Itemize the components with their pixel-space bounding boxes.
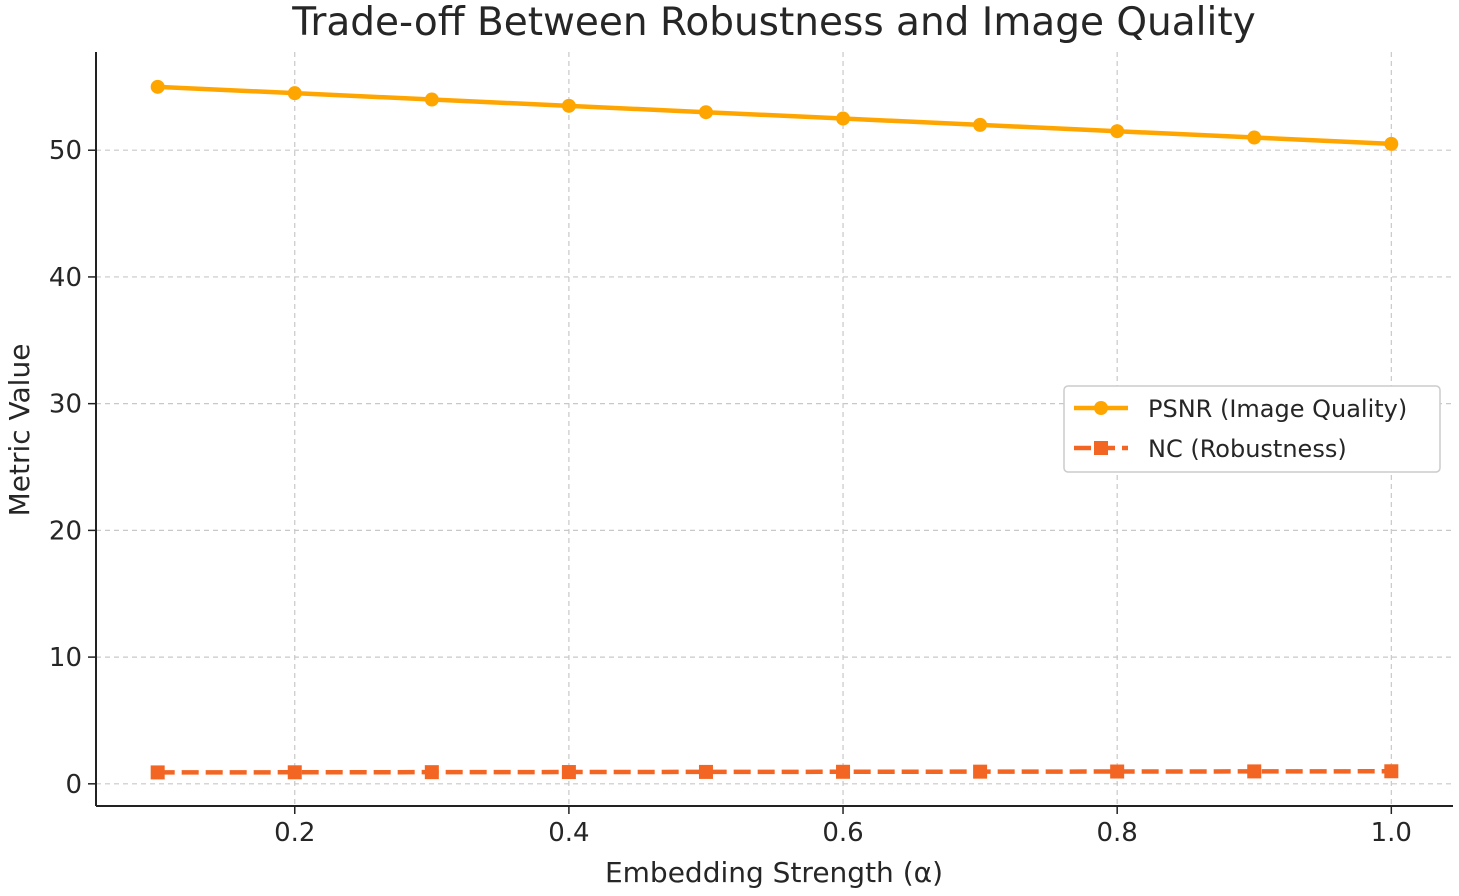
data-point [973,764,988,779]
y-tick-label: 0 [65,770,82,800]
x-tick-label: 1.0 [1371,818,1412,848]
legend: PSNR (Image Quality) NC (Robustness) [1063,385,1441,473]
data-point [424,92,439,107]
data-point [1110,764,1125,779]
data-point [973,117,988,132]
y-tick-label: 10 [49,643,82,673]
data-point [1384,136,1399,151]
legend-marker [1094,441,1108,455]
data-point [1247,764,1262,779]
data-point [150,765,165,780]
series-line-1 [157,769,1392,775]
data-point [287,765,302,780]
data-point [1110,124,1125,139]
data-point [287,86,302,101]
data-point [150,79,165,94]
data-point [561,765,576,780]
data-point [836,111,851,126]
y-tick-label: 20 [49,516,82,546]
legend-label: PSNR (Image Quality) [1148,395,1407,423]
chart-title: Trade-off Between Robustness and Image Q… [291,0,1255,45]
x-tick-label: 0.8 [1096,818,1137,848]
y-tick-label: 50 [49,136,82,166]
x-tick-label: 0.4 [548,818,589,848]
legend-marker [1094,401,1108,415]
series-line-0 [157,84,1392,147]
y-tick-label: 40 [49,263,82,293]
x-tick-label: 0.2 [274,818,315,848]
x-tick-label: 0.6 [822,818,863,848]
data-point [836,764,851,779]
data-point [1384,764,1399,779]
y-axis-label: Metric Value [3,344,36,517]
x-axis-label: Embedding Strength (α) [605,856,943,889]
y-tick-label: 30 [49,390,82,420]
data-point [424,765,439,780]
legend-label: NC (Robustness) [1148,435,1347,463]
data-point [561,98,576,113]
data-point [698,764,713,779]
data-point [1247,130,1262,145]
data-point [698,105,713,120]
